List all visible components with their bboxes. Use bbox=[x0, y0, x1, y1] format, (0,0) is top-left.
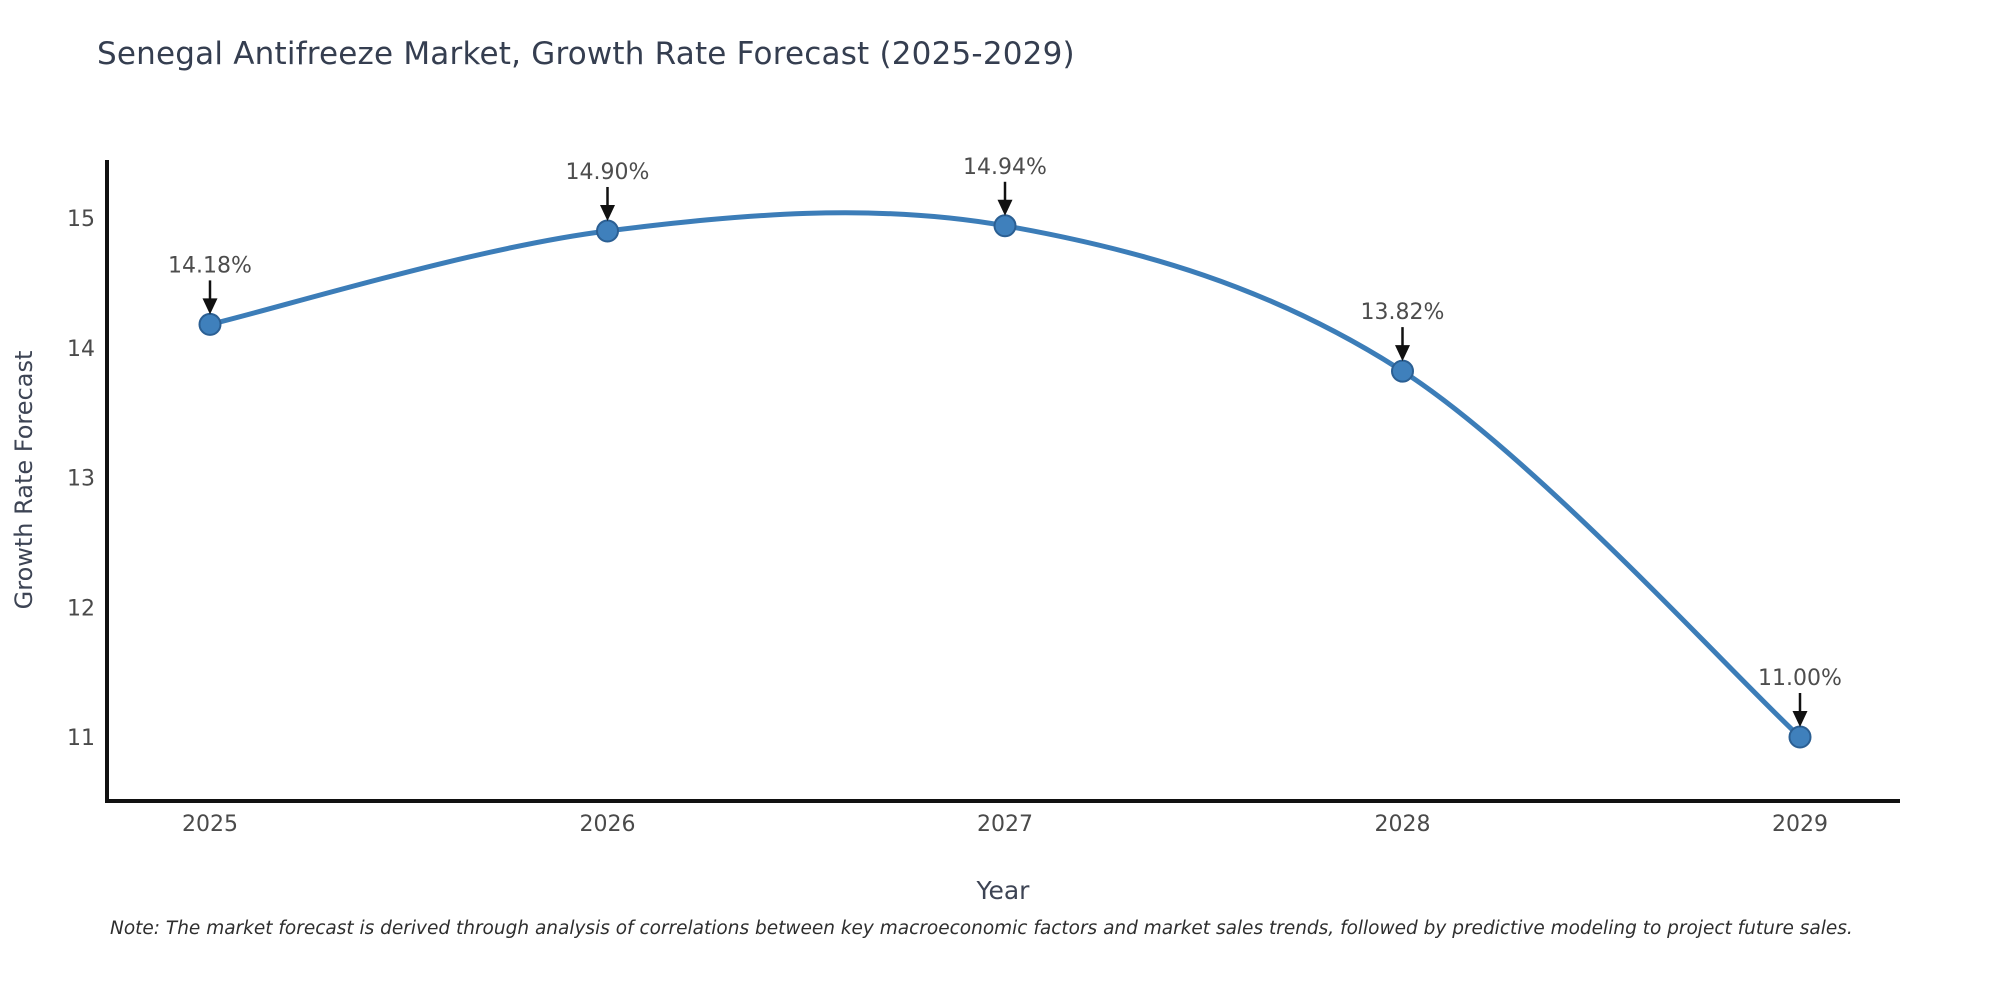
y-tick-label: 12 bbox=[67, 596, 95, 621]
data-point-marker bbox=[1391, 359, 1414, 383]
data-point-label: 14.94% bbox=[963, 155, 1047, 180]
data-point-marker bbox=[1788, 725, 1812, 749]
x-tick-label: 2028 bbox=[1375, 812, 1431, 837]
data-point-label: 11.00% bbox=[1758, 666, 1842, 691]
data-point-marker bbox=[198, 312, 222, 336]
y-tick-label: 11 bbox=[67, 726, 95, 751]
axis-spine bbox=[105, 160, 1900, 803]
annotation-arrowhead bbox=[1395, 345, 1410, 362]
annotation-arrowhead bbox=[202, 298, 218, 315]
annotation-arrowhead bbox=[997, 199, 1013, 216]
footnote: Note: The market forecast is derived thr… bbox=[110, 918, 1853, 939]
x-axis-label: Year bbox=[976, 876, 1030, 905]
data-point-marker bbox=[596, 219, 619, 243]
x-tick-label: 2025 bbox=[182, 812, 238, 837]
y-tick-label: 13 bbox=[67, 467, 95, 492]
data-point-marker bbox=[993, 214, 1017, 238]
y-tick-label: 14 bbox=[67, 337, 95, 362]
data-point-label: 14.90% bbox=[566, 160, 650, 185]
annotation-arrowhead bbox=[600, 204, 615, 221]
chart-title: Senegal Antifreeze Market, Growth Rate F… bbox=[97, 36, 1075, 72]
line-series bbox=[207, 210, 1803, 740]
x-tick-label: 2027 bbox=[977, 812, 1033, 837]
x-tick-label: 2029 bbox=[1772, 812, 1828, 837]
data-point-label: 14.18% bbox=[168, 253, 252, 278]
data-point-label: 13.82% bbox=[1361, 300, 1445, 325]
annotation-arrowhead bbox=[1792, 711, 1808, 727]
x-tick-label: 2026 bbox=[580, 812, 636, 837]
y-tick-label: 15 bbox=[67, 207, 95, 232]
